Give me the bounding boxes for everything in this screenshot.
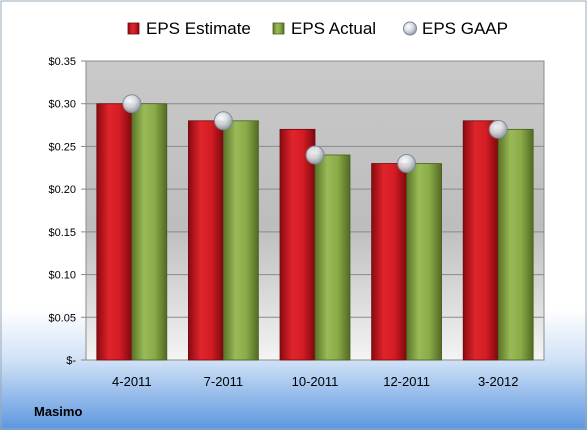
y-tick-label: $0.05 (48, 312, 76, 324)
bar-eps-estimate (187, 120, 224, 361)
y-tick-label: $0.25 (48, 141, 76, 153)
legend-swatch (127, 22, 140, 35)
y-tick-label: $- (66, 355, 76, 367)
bar-eps-estimate (279, 128, 316, 361)
x-tick-label: 3-2012 (478, 374, 518, 389)
y-tick-label: $0.20 (48, 184, 76, 196)
marker-eps-gaap (122, 94, 142, 114)
bar-eps-actual (314, 154, 351, 361)
bars (96, 103, 534, 361)
y-axis: $- $0.05 $0.10 $0.15 $0.20 $0.25 $0.30 $0.35 (48, 56, 86, 367)
bar-eps-estimate (96, 103, 133, 361)
legend: EPS Estimate EPS Actual EPS GAAP (127, 19, 508, 38)
legend-label: EPS Actual (291, 19, 376, 38)
legend-swatch (403, 21, 417, 36)
x-axis: 4-2011 7-2011 10-2011 12-2011 3-2012 (112, 374, 518, 389)
x-tick-label: 4-2011 (112, 374, 152, 389)
marker-eps-gaap (488, 119, 508, 139)
y-tick-label: $0.10 (48, 270, 76, 282)
x-tick-label: 10-2011 (292, 374, 339, 389)
company-name: Masimo (34, 404, 82, 419)
y-tick-label: $0.15 (48, 227, 76, 239)
legend-label: EPS Estimate (146, 19, 251, 38)
y-tick-label: $0.35 (48, 56, 76, 68)
y-tick-label: $0.30 (48, 99, 76, 111)
bar-eps-actual (406, 163, 443, 361)
bar-eps-actual (222, 120, 259, 361)
marker-eps-gaap (305, 145, 325, 165)
legend-swatch (272, 22, 285, 35)
gaap-markers (122, 94, 508, 174)
bar-eps-estimate (371, 163, 408, 361)
bar-eps-actual (131, 103, 168, 361)
x-tick-label: 12-2011 (383, 374, 430, 389)
legend-label: EPS GAAP (422, 19, 508, 38)
marker-eps-gaap (397, 154, 417, 174)
marker-eps-gaap (213, 111, 233, 131)
x-tick-label: 7-2011 (204, 374, 244, 389)
bar-eps-actual (497, 128, 534, 361)
bar-eps-estimate (462, 120, 499, 361)
